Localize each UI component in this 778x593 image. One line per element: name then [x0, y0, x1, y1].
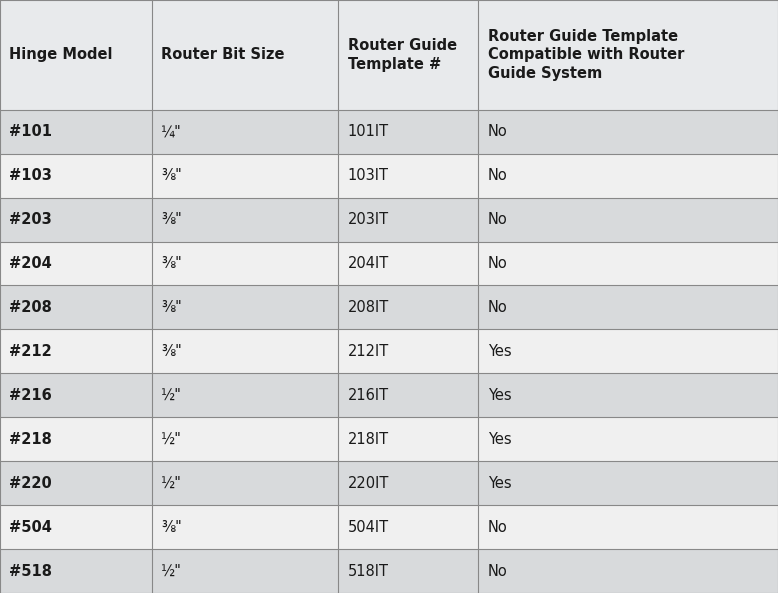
- Text: ⅜": ⅜": [161, 344, 182, 359]
- Bar: [478, 374, 778, 417]
- Bar: [0, 329, 152, 374]
- Bar: [478, 549, 778, 593]
- Bar: [338, 285, 478, 329]
- Bar: [152, 154, 338, 197]
- Text: ⅜": ⅜": [161, 519, 182, 535]
- Bar: [152, 241, 338, 285]
- Text: ¼": ¼": [161, 124, 182, 139]
- Bar: [478, 154, 778, 197]
- Text: Yes: Yes: [488, 476, 511, 490]
- Text: #504: #504: [9, 519, 52, 535]
- Bar: [338, 461, 478, 505]
- Bar: [478, 241, 778, 285]
- Bar: [338, 549, 478, 593]
- Bar: [478, 505, 778, 549]
- Text: Router Guide
Template #: Router Guide Template #: [348, 38, 457, 72]
- Bar: [338, 329, 478, 374]
- Bar: [0, 461, 152, 505]
- Text: 212IT: 212IT: [348, 344, 389, 359]
- Text: ½": ½": [161, 563, 182, 579]
- Bar: [152, 417, 338, 461]
- Bar: [152, 461, 338, 505]
- Bar: [0, 549, 152, 593]
- Bar: [152, 0, 338, 110]
- Text: 518IT: 518IT: [348, 563, 389, 579]
- Bar: [152, 505, 338, 549]
- Bar: [152, 374, 338, 417]
- Bar: [0, 374, 152, 417]
- Bar: [0, 505, 152, 549]
- Bar: [0, 285, 152, 329]
- Text: No: No: [488, 212, 507, 227]
- Bar: [478, 417, 778, 461]
- Text: 203IT: 203IT: [348, 212, 389, 227]
- Text: ½": ½": [161, 476, 182, 490]
- Text: ½": ½": [161, 432, 182, 447]
- Text: ½": ½": [161, 388, 182, 403]
- Text: 208IT: 208IT: [348, 300, 389, 315]
- Text: No: No: [488, 256, 507, 271]
- Text: ⅜": ⅜": [161, 212, 182, 227]
- Bar: [0, 0, 152, 110]
- Text: #518: #518: [9, 563, 52, 579]
- Bar: [152, 329, 338, 374]
- Text: #218: #218: [9, 432, 52, 447]
- Bar: [478, 329, 778, 374]
- Text: Yes: Yes: [488, 344, 511, 359]
- Text: No: No: [488, 300, 507, 315]
- Bar: [152, 549, 338, 593]
- Bar: [152, 110, 338, 154]
- Bar: [0, 197, 152, 241]
- Bar: [0, 417, 152, 461]
- Bar: [338, 110, 478, 154]
- Bar: [478, 197, 778, 241]
- Bar: [478, 110, 778, 154]
- Text: 216IT: 216IT: [348, 388, 389, 403]
- Text: #101: #101: [9, 124, 52, 139]
- Bar: [0, 241, 152, 285]
- Text: Router Guide Template
Compatible with Router
Guide System: Router Guide Template Compatible with Ro…: [488, 28, 684, 81]
- Text: #212: #212: [9, 344, 52, 359]
- Text: 504IT: 504IT: [348, 519, 389, 535]
- Bar: [338, 505, 478, 549]
- Text: #208: #208: [9, 300, 52, 315]
- Bar: [478, 0, 778, 110]
- Text: 204IT: 204IT: [348, 256, 389, 271]
- Text: #203: #203: [9, 212, 52, 227]
- Text: ⅜": ⅜": [161, 256, 182, 271]
- Text: Yes: Yes: [488, 432, 511, 447]
- Text: ⅜": ⅜": [161, 300, 182, 315]
- Bar: [152, 285, 338, 329]
- Text: #216: #216: [9, 388, 52, 403]
- Text: Hinge Model: Hinge Model: [9, 47, 113, 62]
- Text: 218IT: 218IT: [348, 432, 389, 447]
- Text: #204: #204: [9, 256, 52, 271]
- Text: Yes: Yes: [488, 388, 511, 403]
- Text: #103: #103: [9, 168, 52, 183]
- Text: 220IT: 220IT: [348, 476, 389, 490]
- Bar: [338, 0, 478, 110]
- Text: Router Bit Size: Router Bit Size: [161, 47, 285, 62]
- Text: No: No: [488, 124, 507, 139]
- Bar: [338, 417, 478, 461]
- Text: 101IT: 101IT: [348, 124, 389, 139]
- Text: #220: #220: [9, 476, 52, 490]
- Bar: [0, 110, 152, 154]
- Bar: [478, 285, 778, 329]
- Text: No: No: [488, 519, 507, 535]
- Text: ⅜": ⅜": [161, 168, 182, 183]
- Bar: [0, 154, 152, 197]
- Bar: [152, 197, 338, 241]
- Bar: [338, 374, 478, 417]
- Bar: [338, 154, 478, 197]
- Bar: [478, 461, 778, 505]
- Text: No: No: [488, 563, 507, 579]
- Bar: [338, 241, 478, 285]
- Bar: [338, 197, 478, 241]
- Text: No: No: [488, 168, 507, 183]
- Text: 103IT: 103IT: [348, 168, 389, 183]
